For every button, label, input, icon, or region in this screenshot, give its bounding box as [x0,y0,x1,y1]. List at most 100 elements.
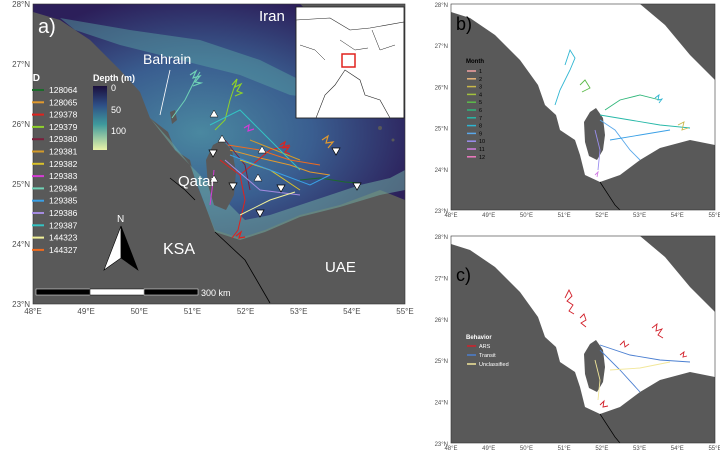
panel-c-frame [450,235,716,444]
qatar-land [206,140,236,210]
month-legend-label: 6 [479,108,482,114]
x-tick-label: 54°E [671,213,684,219]
id-legend-label: 129378 [49,110,78,120]
id-legend-label: 128065 [49,97,78,107]
place-bahrain: Bahrain [143,51,191,67]
track-129380 [224,139,251,191]
panel-b-tracks [554,48,691,178]
id-legend-label: 129386 [49,208,78,218]
month-legend-label: 8 [479,124,482,130]
scale-bar: 300 km [35,288,231,298]
x-tick-label: 55°E [708,213,720,219]
month-legend-label: 7 [479,116,482,122]
y-tick-label: 24°N [12,240,30,249]
behavior-legend-label: Unclassified [479,362,509,368]
y-tick-label: 25°N [435,127,448,133]
depth-tick-100: 100 [111,126,126,136]
depth-legend: Depth (m) 0 50 100 [93,73,135,150]
depth-tick-50: 50 [111,105,121,115]
id-legend-label: 129387 [49,220,78,230]
y-tick-label: 24°N [435,401,448,407]
id-legend-label: 129384 [49,183,78,193]
place-qatar: Qatar [178,173,216,190]
place-uae: UAE [325,259,356,276]
end-markers [208,147,362,218]
inset-locator-map [295,6,405,119]
x-tick-label: 52°E [595,446,608,452]
behavior-legend-label: Transit [479,353,496,359]
y-tick-label: 24°N [435,168,448,174]
id-legend-label: 129383 [49,171,78,181]
ksa-qatar-border [169,177,196,201]
x-tick-label: 49°E [482,446,495,452]
foraging-hotspots [189,69,335,239]
id-legend-title: ID [30,73,40,84]
x-tick-label: 49°E [77,307,94,316]
month-legend-label: 1 [479,69,482,75]
x-tick-label: 51°E [558,213,571,219]
y-tick-label: 23°N [435,442,448,448]
month-legend-label: 2 [479,77,482,83]
depth-tick-0: 0 [111,83,116,93]
month-legend-title: Month [466,59,484,65]
track-128064 [299,177,361,184]
panel-b-frame [450,3,716,211]
x-tick-label: 51°E [558,446,571,452]
release-markers [209,109,267,183]
y-tick-label: 26°N [435,85,448,91]
island [391,138,395,142]
x-tick-label: 51°E [184,307,201,316]
behavior-legend: Behavior ARS Transit Unclassified [466,335,509,368]
place-iran: Iran [259,8,285,25]
y-tick-label: 27°N [435,276,448,282]
month-legend-label: 11 [479,147,485,153]
x-tick-label: 55°E [708,446,720,452]
x-tick-label: 52°E [595,213,608,219]
id-legend-label: 129379 [49,122,78,132]
track-129381 [249,139,301,161]
y-tick-label: 27°N [435,44,448,50]
x-tick-label: 50°E [520,446,533,452]
x-tick-label: 52°E [237,307,254,316]
track-129385 [229,154,331,186]
id-legend-label: 144327 [49,245,78,255]
y-tick-label: 28°N [435,235,448,241]
panel-a-map: a) Iran Bahrain Qatar KSA UAE ID 128064 1… [12,0,414,316]
y-tick-label: 27°N [12,60,30,69]
id-legend-label: 144323 [49,233,78,243]
id-legend-label: 129382 [49,159,78,169]
month-legend-label: 12 [479,155,485,161]
depth-legend-title: Depth (m) [93,73,135,83]
inset-study-area [341,53,356,68]
ksa-uae-border [214,231,271,304]
track-129379 [214,84,236,131]
panel-c-tracks [564,288,691,408]
island [378,126,382,130]
month-legend-label: 4 [479,92,482,98]
x-tick-label: 53°E [290,307,307,316]
id-legend-label: 129381 [49,147,78,157]
y-tick-label: 28°N [12,0,30,9]
id-legend-label: 129385 [49,196,78,206]
behavior-legend-label: ARS [479,344,491,350]
panel-b-qatar [584,108,605,160]
month-legend-label: 3 [479,85,482,91]
panel-c-label: c) [456,265,471,285]
track-129387 [209,109,301,171]
x-tick-label: 55°E [396,307,413,316]
track-144327 [227,144,321,166]
y-tick-label: 25°N [435,359,448,365]
month-legend-label: 10 [479,139,485,145]
shallow-band [150,118,405,240]
behavior-legend-title: Behavior [466,335,492,341]
x-tick-label: 48°E [444,446,457,452]
x-tick-label: 54°E [343,307,360,316]
panel-b-label: b) [456,14,472,34]
y-tick-label: 26°N [12,120,30,129]
north-arrow: N [103,214,139,271]
y-tick-label: 23°N [435,209,448,215]
x-tick-label: 50°E [131,307,148,316]
x-tick-label: 48°E [444,213,457,219]
x-tick-label: 50°E [520,213,533,219]
